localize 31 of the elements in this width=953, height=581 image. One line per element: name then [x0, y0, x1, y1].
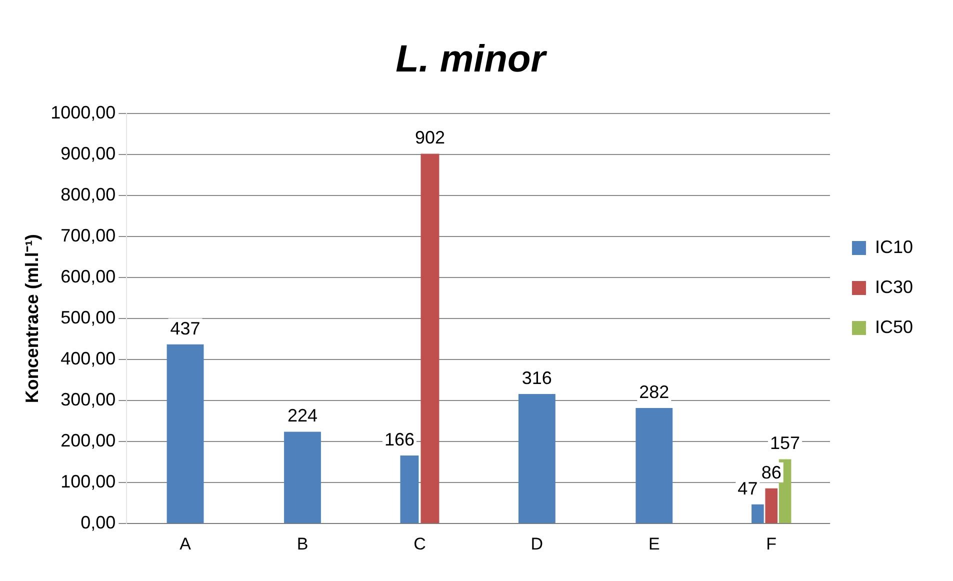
x-tick-label: B	[296, 534, 308, 554]
x-tick-label: D	[530, 534, 544, 554]
legend-label: IC50	[874, 316, 914, 337]
data-label: 902	[414, 128, 445, 148]
legend-label: IC30	[874, 276, 914, 297]
data-label: 282	[639, 382, 670, 402]
data-label: 224	[287, 406, 318, 426]
data-label: 437	[170, 318, 200, 338]
y-tick-label: 0,00	[80, 512, 116, 533]
data-label: 166	[384, 430, 414, 450]
y-tick-label: 900,00	[60, 144, 116, 164]
y-tick-label: 700,00	[60, 226, 116, 246]
y-tick-label: 300,00	[60, 390, 116, 410]
y-tick-label: 1000,00	[50, 102, 116, 123]
y-tick-label: 400,00	[60, 348, 116, 369]
y-tick-label: 500,00	[60, 308, 116, 328]
y-tick-label: 200,00	[60, 430, 116, 451]
x-tick-label: C	[414, 534, 426, 554]
y-tick-label: 100,00	[60, 472, 116, 492]
y-tick-label: 800,00	[60, 184, 116, 205]
y-tick-label: 600,00	[60, 266, 116, 287]
data-label: 316	[522, 368, 552, 388]
x-tick-label: E	[648, 534, 660, 554]
x-tick-label: A	[180, 534, 192, 554]
y-axis-title: Koncentrace (ml.l⁻¹)	[22, 234, 42, 404]
data-label: 157	[770, 433, 800, 454]
x-tick-label: F	[766, 534, 777, 554]
legend-label: IC10	[874, 236, 914, 257]
chart-title: L. minor	[396, 38, 548, 80]
data-label: 47	[738, 478, 758, 498]
data-label: 86	[761, 462, 782, 482]
